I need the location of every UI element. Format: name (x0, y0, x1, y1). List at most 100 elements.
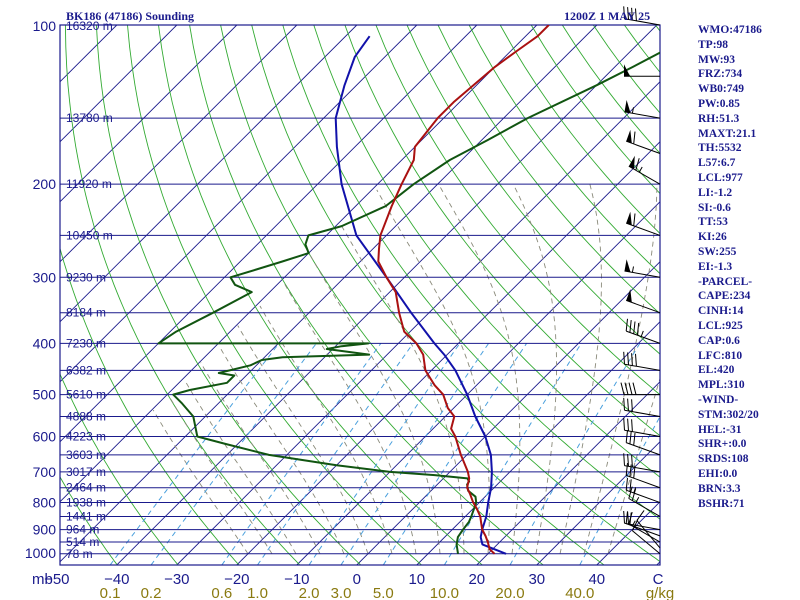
plot-frame (59, 24, 661, 566)
pressure-tick-label: 400 (33, 335, 57, 351)
index-item: RH:51.3 (698, 112, 740, 125)
height-label: 8184 m (66, 306, 106, 320)
isotherm (356, 261, 660, 565)
index-item: TT:53 (698, 216, 728, 229)
index-item: KI:26 (698, 231, 727, 244)
dry-adiabat (64, 25, 301, 565)
barb-staff (628, 498, 661, 517)
temperature-tick-label: −10 (284, 571, 309, 588)
height-label: 5610 m (66, 388, 106, 402)
dry-adiabat (375, 25, 660, 396)
chart-title: BK186 (47186) Sounding (66, 9, 194, 23)
wind-barb (628, 486, 661, 517)
barb-feather (633, 321, 636, 334)
mixing-ratio-line (257, 343, 414, 565)
height-label: 6382 m (66, 363, 106, 377)
mixing-ratio-line (443, 343, 582, 565)
barb-feather (627, 398, 629, 411)
dry-adiabat (313, 25, 660, 478)
isotherm (60, 25, 178, 143)
temperature-tick-label: −40 (104, 571, 129, 588)
index-item: HEL:-31 (698, 423, 742, 436)
barb-staff (624, 429, 661, 437)
isotherm (60, 25, 598, 563)
barb-half-feather (631, 107, 634, 114)
index-item: CAP:0.6 (698, 334, 740, 347)
isotherm (116, 25, 658, 565)
barb-feather (627, 7, 629, 20)
isotherm (236, 141, 660, 565)
wind-barb (623, 417, 661, 437)
barb-feather (633, 131, 636, 144)
barb-staff (624, 409, 661, 417)
barb-staff (626, 489, 661, 504)
barb-staff (626, 330, 661, 344)
moist-adiabat (308, 252, 441, 554)
wind-barb (623, 351, 661, 371)
barb-staff (624, 363, 661, 371)
barb-feather (635, 353, 637, 367)
wind-barb (628, 155, 661, 185)
height-label: 78 m (66, 547, 93, 561)
dry-adiabat (95, 25, 362, 565)
index-item: MW:93 (698, 53, 736, 66)
sounding-profiles (157, 25, 660, 555)
barb-feather (632, 382, 637, 395)
height-label: 10450 m (66, 228, 113, 242)
dry-adiabat (60, 475, 118, 565)
height-label: 1938 m (66, 496, 106, 510)
index-item: SRDS:108 (698, 453, 749, 466)
barb-feather (631, 399, 633, 412)
height-label: 11920 m (66, 177, 112, 191)
index-item: EHI:0.0 (698, 467, 738, 480)
isotherm (536, 441, 660, 565)
height-label: 7230 m (66, 336, 106, 350)
height-label: 3603 m (66, 448, 106, 462)
isotherm (60, 25, 478, 443)
wind-barb (626, 211, 661, 236)
dry-adiabat (60, 246, 240, 565)
barb-feather (633, 432, 636, 446)
isotherm (60, 25, 238, 203)
moist-adiabat (184, 380, 297, 555)
barb-flag (626, 211, 632, 226)
index-item: BSHR:71 (698, 497, 745, 510)
temperature-trace (377, 25, 550, 555)
barb-feather (627, 418, 629, 431)
isotherm (416, 321, 660, 565)
index-item: LCL:925 (698, 319, 743, 332)
barb-feather (623, 397, 625, 411)
temperature-tick-label: 0 (353, 571, 361, 588)
height-label: 2464 m (66, 481, 106, 495)
dry-adiabat (60, 372, 179, 565)
isobars (59, 24, 661, 566)
mixing-ratio-line (150, 343, 317, 565)
barb-feather (631, 7, 633, 21)
wind-barb (623, 397, 661, 417)
temperature-tick-label: 30 (528, 571, 545, 588)
index-item: LCL:977 (698, 171, 743, 184)
index-item: LI:-1.2 (698, 186, 733, 199)
temperature-tick-label: −20 (224, 571, 249, 588)
temperature-tick-label: 40 (588, 571, 605, 588)
index-item: EI:-1.3 (698, 260, 733, 273)
mixing-ratio-line (221, 343, 382, 565)
barb-half-feather (633, 487, 637, 494)
temperature-tick-label: −50 (44, 571, 69, 588)
pressure-tick-label: 800 (33, 495, 57, 511)
mixing-ratio-tick-label: 0.1 (100, 585, 121, 600)
barb-staff (624, 465, 661, 473)
barb-feather (631, 353, 633, 366)
mixing-ratio-line (509, 343, 641, 565)
barb-feather (623, 417, 625, 431)
barb-half-feather (631, 266, 634, 273)
moist-adiabat (200, 362, 321, 555)
height-label: 1441 m (66, 509, 106, 523)
barb-feather (631, 419, 633, 432)
height-label: 4888 m (66, 410, 106, 424)
dry-adiabat (127, 25, 422, 565)
mixing-ratio-tick-label: 3.0 (331, 585, 352, 600)
pressure-tick-label: 100 (33, 18, 57, 34)
isotherm (60, 25, 538, 503)
